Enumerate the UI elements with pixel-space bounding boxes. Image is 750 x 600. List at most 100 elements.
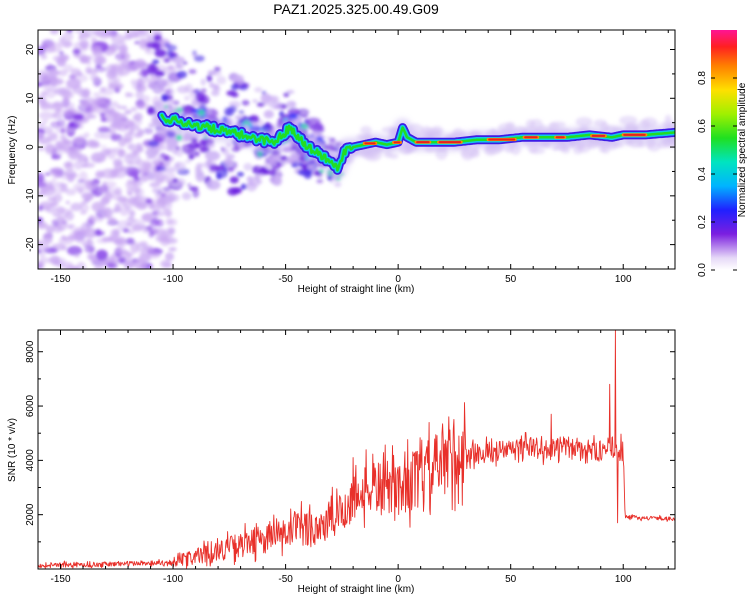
x-tick-label: 0 [395, 574, 401, 585]
x-tick-label: 0 [395, 274, 401, 285]
heatmap-blob [56, 118, 66, 127]
heatmap-blob [110, 108, 116, 114]
heatmap-blob [223, 168, 228, 172]
snr-series-line [38, 330, 675, 569]
heatmap-blob [52, 112, 64, 120]
y-axis-label-top: Frequency (Hz) [7, 116, 18, 185]
heatmap-blob [58, 236, 74, 245]
heatmap-blob [48, 133, 58, 142]
heatmap-blob [196, 163, 204, 168]
heatmap-blob [58, 69, 68, 77]
heatmap-blob [593, 119, 607, 127]
heatmap-blob [254, 87, 263, 93]
heatmap-blob [85, 66, 93, 74]
heatmap-blob [192, 189, 200, 198]
heatmap-blob [39, 101, 53, 108]
x-axis-ticks-top: -150 -100 -50 0 50 100 [37, 30, 669, 285]
heatmap-blob [111, 64, 120, 72]
heatmap-blob [56, 60, 60, 64]
heatmap-blob [254, 116, 260, 122]
heatmap-blob [223, 106, 235, 117]
heatmap-blob [59, 134, 67, 141]
heatmap-blob [142, 228, 151, 233]
heatmap-blob [160, 259, 172, 268]
heatmap-blob [151, 218, 160, 225]
heatmap-blob [287, 107, 300, 116]
heatmap-blob [110, 44, 116, 52]
heatmap-blob [165, 218, 174, 226]
heatmap-blob [52, 226, 63, 233]
heatmap-blob [99, 260, 105, 264]
heatmap-blob [119, 206, 130, 217]
heatmap-blob [66, 163, 73, 167]
heatmap-blob [172, 178, 178, 183]
y-tick-label: 6000 [25, 394, 36, 417]
heatmap-blob [270, 95, 280, 102]
heatmap-blob [117, 113, 127, 122]
heatmap-blob [128, 160, 133, 165]
heatmap-blob [109, 82, 124, 90]
heatmap-blob [129, 209, 136, 218]
heatmap-blob [225, 142, 232, 148]
heatmap-blob [52, 257, 67, 264]
heatmap-blob [229, 176, 239, 184]
heatmap-blob [87, 253, 97, 261]
heatmap-blob [134, 119, 143, 126]
heatmap-blob [213, 66, 221, 72]
heatmap-blob [78, 36, 83, 40]
colorbar-label: Normalized spectral amplitude [737, 82, 748, 217]
heatmap-blob [619, 115, 638, 125]
heatmap-blob [74, 253, 80, 258]
heatmap-blob [62, 171, 68, 176]
heatmap-blob [45, 172, 51, 176]
heatmap-blob [129, 124, 140, 131]
heatmap-blob [171, 56, 186, 64]
heatmap-blob [65, 211, 75, 221]
heatmap-blob [96, 99, 106, 105]
heatmap-blob [194, 142, 201, 149]
heatmap-blob [100, 196, 110, 205]
heatmap-blob [204, 150, 221, 161]
heatmap-blob [38, 242, 50, 252]
heatmap-blob [108, 217, 117, 223]
heatmap-blob [55, 206, 65, 214]
heatmap-blob [123, 131, 133, 143]
heatmap-blob [68, 127, 75, 131]
heatmap-blob [38, 146, 44, 152]
heatmap-blob [97, 206, 102, 209]
heatmap-blob [154, 48, 167, 58]
heatmap-blob [176, 134, 183, 141]
heatmap-blob [152, 187, 159, 194]
heatmap-blob [181, 192, 192, 201]
heatmap-blob [130, 106, 138, 112]
heatmap-blob [120, 197, 129, 206]
heatmap-blob [53, 87, 67, 95]
heatmap-blob [183, 61, 188, 65]
heatmap-blob [124, 109, 132, 115]
heatmap-blob [298, 162, 303, 167]
heatmap-blob [206, 74, 213, 83]
heatmap-blob [135, 201, 148, 210]
x-axis-label-top: Height of straight line (km) [298, 284, 415, 295]
heatmap-blob [112, 228, 121, 238]
heatmap-blob [80, 210, 87, 215]
heatmap-blob [327, 175, 333, 181]
heatmap-blob [148, 122, 157, 128]
heatmap-blob [135, 90, 144, 99]
heatmap-blob [147, 171, 154, 180]
heatmap-blob [38, 131, 44, 141]
colorbar-gradient [711, 30, 737, 270]
heatmap-blob [81, 163, 88, 168]
heatmap-blob [326, 136, 332, 141]
heatmap-blob [90, 74, 99, 82]
heatmap-blob [91, 36, 98, 44]
heatmap-blob [77, 179, 86, 183]
heatmap-blob [55, 79, 65, 84]
heatmap-blob [63, 95, 70, 104]
heatmap-blob [41, 119, 49, 124]
snr-frame [37, 329, 676, 570]
heatmap-blob [51, 101, 64, 112]
ridge-peaks [362, 133, 648, 146]
heatmap-blob [160, 162, 170, 168]
heatmap-blob [175, 148, 184, 157]
